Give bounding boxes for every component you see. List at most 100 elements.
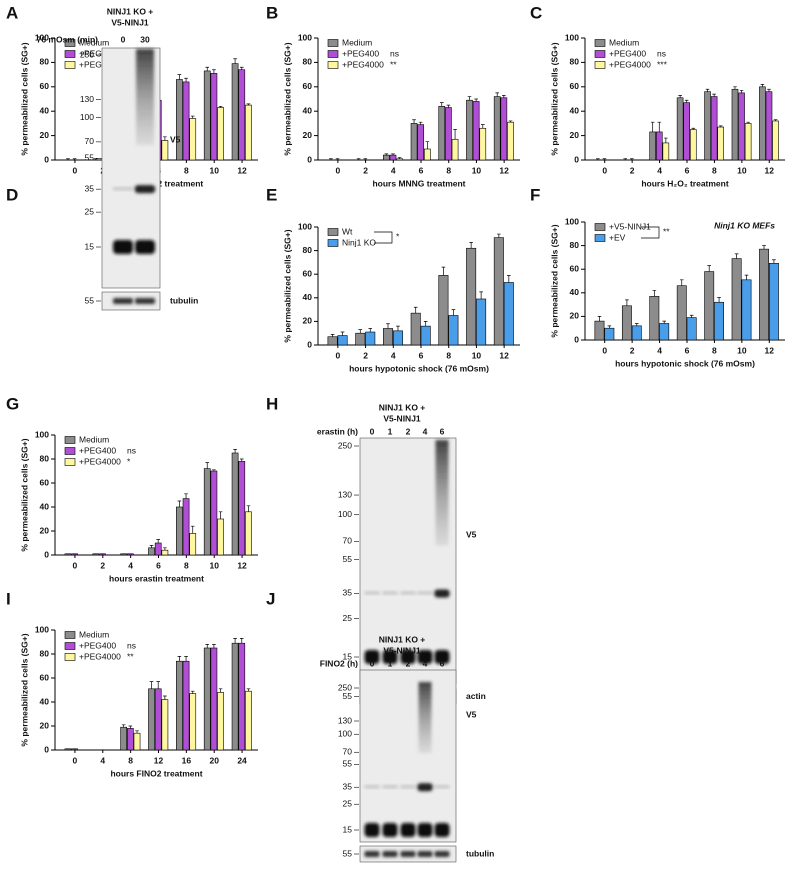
bar (493, 96, 501, 161)
error-bar (149, 681, 154, 689)
legend-label: +V5-NINJ1 (609, 221, 651, 231)
marker-label: 55 (343, 554, 353, 564)
error-bar (707, 265, 711, 272)
error-bar (733, 86, 737, 90)
bar (231, 452, 239, 556)
y-tick-label: 80 (303, 57, 313, 67)
error-bar (177, 500, 182, 507)
legend-swatch (64, 642, 76, 650)
marker-label: 250 (338, 682, 352, 692)
lane-label: 30 (140, 34, 150, 44)
legend-label: +PEG4000 (342, 59, 384, 69)
x-axis-title: hours MNNG treatment (372, 178, 465, 188)
bar (327, 336, 338, 346)
error-bar (453, 129, 457, 140)
legend-label: Medium (342, 37, 372, 47)
error-bar (135, 730, 139, 734)
error-bar (678, 94, 682, 98)
error-bar (773, 119, 778, 121)
bar (417, 124, 425, 161)
bar (161, 549, 169, 556)
bar (217, 692, 224, 751)
bar (231, 642, 239, 751)
marker-label: 25 (85, 206, 95, 216)
x-tick-label: 6 (419, 350, 424, 360)
error-bar (330, 334, 335, 337)
band (364, 851, 380, 857)
x-tick-label: 0 (602, 345, 607, 355)
error-bar (717, 297, 721, 303)
panel-letter: A (6, 3, 18, 22)
bar (448, 315, 459, 346)
x-tick-label: 2 (100, 560, 105, 570)
legend-swatch (64, 39, 76, 47)
band (417, 851, 433, 857)
error-bar (760, 84, 765, 87)
legend-label: Medium (79, 629, 109, 639)
error-bar (212, 469, 216, 471)
bar (476, 298, 487, 346)
band (382, 823, 398, 837)
panel-letter: F (530, 185, 540, 204)
legend-label: +PEG4000 (79, 59, 121, 69)
x-tick-label: 12 (237, 560, 247, 570)
error-bar (439, 102, 444, 107)
error-bar (767, 88, 771, 92)
x-tick-label: 10 (472, 165, 482, 175)
error-bar (718, 125, 723, 128)
bar (438, 106, 446, 161)
y-axis-title: % permeabilized cells (SG+) (19, 42, 29, 155)
x-tick-label: 8 (446, 165, 451, 175)
legend-label: +PEG400 (342, 48, 379, 58)
legend-annotation: ns (127, 445, 136, 455)
bar (759, 86, 766, 161)
y-tick-label: 20 (40, 130, 50, 140)
bar (772, 120, 779, 161)
bar (120, 726, 128, 751)
y-tick-label: 40 (303, 292, 313, 302)
bar (631, 325, 642, 341)
lane-label: 6 (440, 658, 445, 668)
error-bar (630, 158, 634, 160)
bar (176, 506, 183, 556)
legend-swatch (594, 61, 606, 69)
legend-swatch (64, 61, 76, 69)
marker-label: 70 (343, 746, 353, 756)
bar (389, 154, 397, 161)
bar (676, 285, 687, 341)
band (400, 591, 416, 595)
bar (655, 131, 663, 161)
bar (765, 91, 773, 161)
bar (466, 99, 473, 161)
error-bar (233, 449, 237, 453)
legend-label: Medium (79, 434, 109, 444)
bar (148, 688, 155, 751)
bar (189, 118, 197, 161)
legend-label: +PEG400 (79, 640, 116, 650)
error-bar (190, 690, 195, 694)
y-tick-label: 100 (298, 32, 312, 42)
error-bar (772, 259, 776, 264)
error-bar (205, 66, 210, 71)
error-bar (596, 158, 600, 160)
bar (649, 131, 656, 161)
band (382, 785, 398, 789)
band (364, 591, 380, 595)
marker-label: 35 (343, 781, 353, 791)
y-tick-label: 20 (570, 311, 580, 321)
significance-label: * (396, 231, 400, 241)
error-bar (128, 725, 133, 729)
x-tick-label: 10 (737, 345, 747, 355)
legend-swatch (594, 39, 606, 47)
x-tick-label: 4 (391, 350, 396, 360)
significance-label: ** (663, 226, 670, 236)
bar (704, 91, 711, 161)
marker-label: 25 (343, 798, 353, 808)
x-axis-title: hours hypotonic shock (76 mOsm) (349, 363, 489, 373)
bar (176, 660, 183, 751)
y-tick-label: 0 (44, 744, 49, 754)
y-tick-label: 80 (40, 57, 50, 67)
y-tick-label: 60 (303, 81, 313, 91)
error-bar (652, 290, 657, 297)
x-tick-label: 8 (184, 165, 189, 175)
